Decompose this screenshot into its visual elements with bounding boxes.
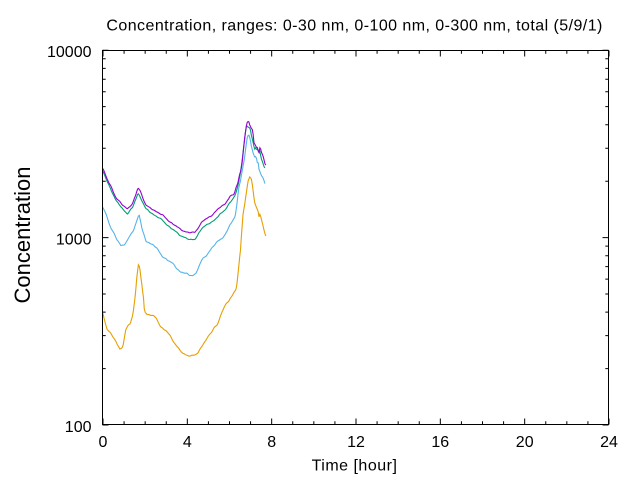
svg-text:Time [hour]: Time [hour]: [312, 458, 398, 475]
svg-text:1000: 1000: [56, 231, 92, 248]
svg-text:8: 8: [267, 434, 276, 451]
svg-text:24: 24: [600, 434, 618, 451]
svg-text:4: 4: [183, 434, 192, 451]
svg-text:10000: 10000: [47, 44, 92, 61]
svg-text:0: 0: [99, 434, 108, 451]
svg-text:20: 20: [516, 434, 534, 451]
svg-text:12: 12: [347, 434, 365, 451]
svg-text:100: 100: [65, 419, 92, 436]
svg-text:Concentration: Concentration: [10, 167, 35, 304]
svg-text:Concentration, ranges: 0-30 nm: Concentration, ranges: 0-30 nm, 0-100 nm…: [106, 18, 602, 35]
svg-text:16: 16: [431, 434, 449, 451]
